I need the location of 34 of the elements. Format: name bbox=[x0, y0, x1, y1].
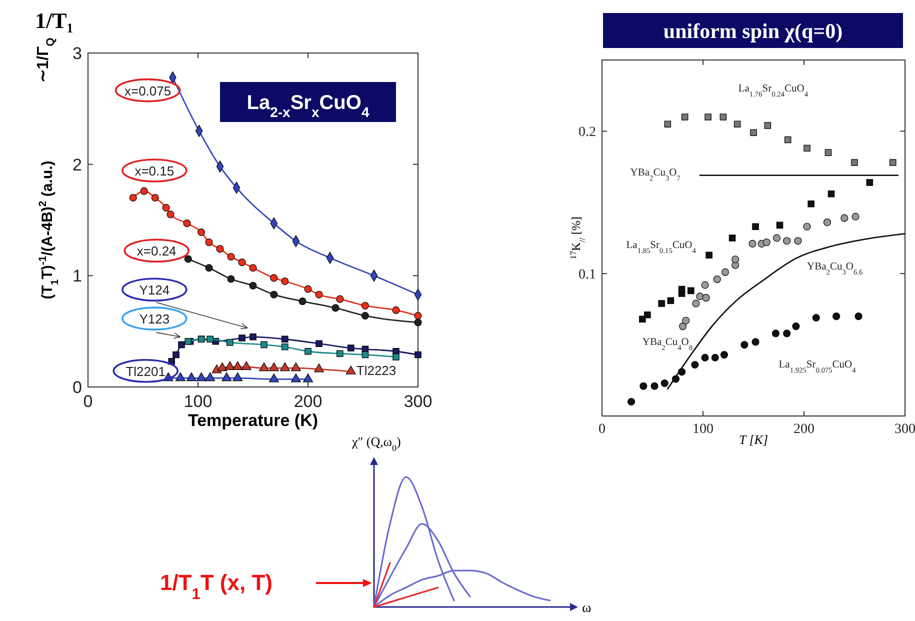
chart-title: uniform spin χ(q=0) bbox=[663, 19, 843, 43]
series-label: YBa$_{2}$Cu$_{3}$O$_{6.6}$ bbox=[807, 261, 863, 276]
series-label: La$_{1.85}$Sr$_{0.15}$CuO$_{4}$ bbox=[626, 240, 696, 254]
series-label: Tl2223 bbox=[356, 362, 396, 378]
series-label: La$_{1.76}$Sr$_{0.24}$CuO$_{4}$ bbox=[738, 83, 808, 98]
x-tick-label: 0 bbox=[598, 422, 606, 437]
series-label: x=0.24 bbox=[136, 244, 176, 259]
series-label: x=0.15 bbox=[134, 163, 174, 178]
x-tick-label: 100 bbox=[184, 392, 212, 411]
x-axis-title: Temperature (K) bbox=[188, 411, 318, 430]
x-axis-title: T [K] bbox=[738, 432, 768, 447]
y-axis-title: χ″ (Q,ω$_{0}$) bbox=[351, 434, 401, 453]
series-label: YBa$_{2}$Cu$_{3}$O$_{7}$ bbox=[630, 167, 681, 182]
text: 1/T$_{1}$T (x, T) bbox=[160, 570, 272, 602]
x-tick-label: 100 bbox=[692, 422, 714, 437]
series-label: YBa$_{2}$Cu$_{4}$O$_{8}$ bbox=[642, 336, 693, 352]
series-label: Y123 bbox=[139, 312, 170, 327]
series-label: Tl2201 bbox=[126, 364, 166, 379]
x-tick-label: 200 bbox=[794, 422, 814, 437]
y-tick-label: 0 bbox=[72, 378, 82, 397]
text: La$_{2-x}$Sr$_{x}$CuO$_{4}$ bbox=[246, 92, 370, 120]
x-axis-title: ω bbox=[582, 601, 592, 616]
y-tick-label: 0.2 bbox=[578, 125, 596, 140]
x-tick-label: 300 bbox=[404, 392, 432, 411]
chart-title: 1/T₁ bbox=[35, 8, 74, 33]
text: La$_{1.925}$Sr$_{0.075}$CuO$_{4}$ bbox=[778, 360, 856, 374]
y-tick-label: 2 bbox=[72, 155, 82, 174]
x-tick-label: 200 bbox=[294, 392, 322, 411]
x-tick-label: 300 bbox=[894, 422, 915, 437]
y-tick-label: 0.1 bbox=[578, 268, 596, 282]
y-tick-label: 1 bbox=[72, 266, 82, 286]
series-label: x=0.075 bbox=[124, 83, 172, 98]
text: Y124 bbox=[139, 282, 170, 298]
y-tick-label: 3 bbox=[72, 44, 82, 63]
